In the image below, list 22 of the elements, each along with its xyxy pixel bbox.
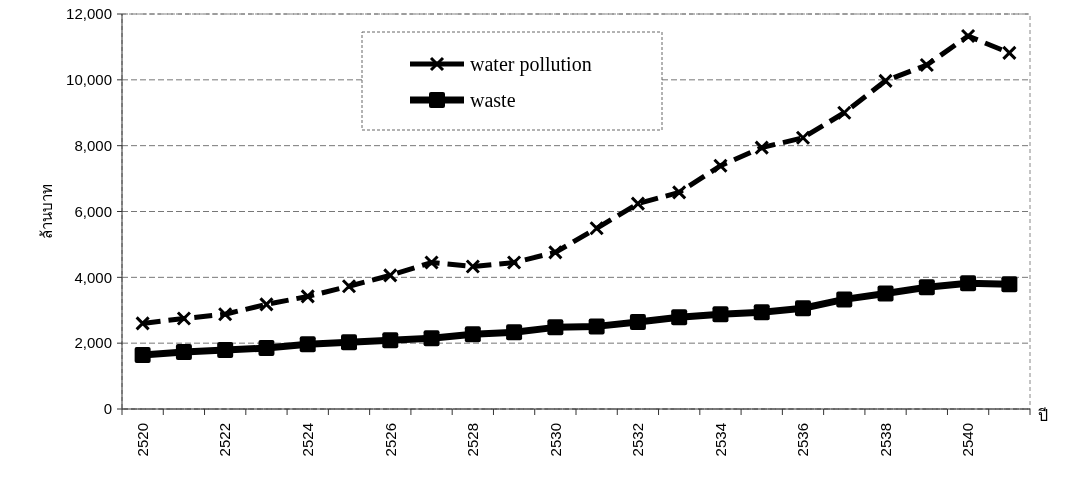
y-tick-label: 10,000 [66,71,112,89]
y-tick-label: 6,000 [74,202,112,220]
x-tick-label: 2534 [711,423,729,457]
x-tick-label: 2538 [876,423,894,457]
y-tick-label: 12,000 [66,5,112,23]
x-tick-label: 2528 [464,423,482,457]
x-axis-title: ปี [1038,407,1048,424]
y-tick-label: 8,000 [74,136,112,154]
legend-label: water pollution [470,53,592,76]
x-tick-label: 2540 [959,423,977,457]
x-tick-label: 2536 [794,423,812,457]
x-tick-label: 2526 [381,423,399,457]
y-axis-title: ล้านบาท [38,184,55,239]
y-tick-label: 2,000 [74,334,112,352]
legend-label: waste [470,89,516,111]
x-tick-label: 2532 [629,423,647,457]
x-tick-label: 2530 [546,423,564,457]
x-tick-label: 2524 [298,423,316,457]
y-tick-label: 0 [103,400,112,418]
x-tick-label: 2520 [133,423,151,457]
x-tick-label: 2522 [216,423,234,457]
y-tick-label: 4,000 [74,268,112,286]
